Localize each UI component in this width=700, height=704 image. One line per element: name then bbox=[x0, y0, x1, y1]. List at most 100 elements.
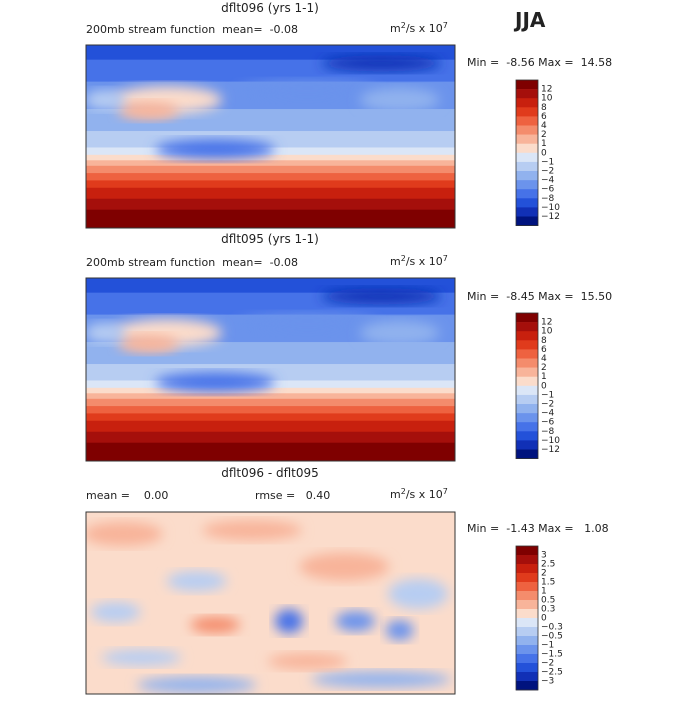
colorbar-label: −0.5 bbox=[541, 632, 563, 642]
colorbar-label: 6 bbox=[541, 345, 547, 355]
colorbar-label: 2.5 bbox=[541, 560, 555, 570]
colorbar-segment bbox=[516, 681, 538, 691]
colorbar-segment bbox=[516, 198, 538, 208]
units-part: 7 bbox=[443, 487, 448, 496]
colorbar-segment bbox=[516, 134, 538, 144]
map-band bbox=[86, 173, 455, 182]
map-band bbox=[86, 398, 455, 408]
map-feature bbox=[267, 653, 348, 670]
colorbar-segment bbox=[516, 180, 538, 190]
colorbar-segment bbox=[516, 143, 538, 154]
map-feature bbox=[359, 87, 440, 112]
units-part: 2 bbox=[401, 21, 406, 30]
map-band bbox=[86, 431, 455, 444]
map-feature bbox=[202, 520, 303, 541]
panel-title: dflt096 (yrs 1-1) bbox=[221, 1, 319, 15]
units: m2/s x 107 bbox=[390, 487, 448, 501]
colorbar-label: 12 bbox=[541, 85, 552, 95]
colorbar-segment bbox=[516, 672, 538, 682]
colorbar-label: −8 bbox=[541, 427, 555, 437]
map-feature bbox=[359, 320, 440, 345]
colorbar-segment bbox=[516, 636, 538, 646]
colorbar-segment bbox=[516, 654, 538, 664]
colorbar-label: 1 bbox=[541, 372, 547, 382]
colorbar-label: −4 bbox=[541, 409, 555, 419]
map-feature bbox=[166, 571, 227, 592]
map-band bbox=[86, 406, 455, 415]
colorbar-segment bbox=[516, 591, 538, 601]
map-feature bbox=[237, 80, 378, 101]
season: JJA bbox=[513, 8, 546, 32]
map-feature bbox=[155, 372, 276, 393]
units-part: /s x 10 bbox=[406, 488, 443, 501]
map-feature bbox=[86, 521, 163, 546]
panel-annotation: rmse = 0.40 bbox=[255, 489, 330, 502]
colorbar-segment bbox=[516, 358, 538, 368]
colorbar-segment bbox=[516, 376, 538, 387]
colorbar-label: −10 bbox=[541, 436, 560, 446]
colorbar-label: 6 bbox=[541, 112, 547, 122]
colorbar-label: 4 bbox=[541, 121, 547, 131]
colorbar-label: 10 bbox=[541, 327, 553, 337]
units-part: m bbox=[390, 255, 401, 268]
colorbar-segment bbox=[516, 404, 538, 414]
colorbar-segment bbox=[516, 161, 538, 172]
map-band bbox=[86, 180, 455, 189]
panel-title: dflt095 (yrs 1-1) bbox=[221, 232, 319, 246]
map-band bbox=[86, 165, 455, 175]
colorbar-segment bbox=[516, 152, 538, 163]
colorbar-label: −1 bbox=[541, 641, 554, 651]
colorbar-label: −1 bbox=[541, 157, 554, 167]
colorbar-segment bbox=[516, 618, 538, 628]
colorbar-segment bbox=[516, 207, 538, 217]
units-part: 2 bbox=[401, 487, 406, 496]
colorbar-segment bbox=[516, 189, 538, 199]
units-part: 7 bbox=[443, 21, 448, 30]
map-feature bbox=[321, 288, 442, 305]
units: m2/s x 107 bbox=[390, 21, 448, 35]
units: m2/s x 107 bbox=[390, 254, 448, 268]
units-part: /s x 10 bbox=[406, 255, 443, 268]
colorbar-segment bbox=[516, 413, 538, 423]
colorbar-label: 0.5 bbox=[541, 596, 555, 606]
map-feature bbox=[321, 55, 442, 72]
colorbar-label: 2 bbox=[541, 130, 547, 140]
map-feature bbox=[274, 609, 303, 634]
map-band bbox=[86, 442, 455, 461]
map-feature bbox=[118, 334, 179, 353]
colorbar-segment bbox=[516, 555, 538, 565]
colorbar-segment bbox=[516, 216, 538, 226]
map-feature bbox=[190, 616, 241, 633]
colorbar-segment bbox=[516, 394, 538, 405]
colorbar-segment bbox=[516, 564, 538, 574]
colorbar-segment bbox=[516, 645, 538, 655]
map-band bbox=[86, 342, 455, 366]
colorbar-frame bbox=[515, 79, 539, 227]
units-part: m bbox=[390, 22, 401, 35]
colorbar-segment bbox=[516, 107, 538, 117]
colorbar-segment bbox=[516, 80, 538, 90]
map-band bbox=[86, 387, 455, 395]
colorbar-segment bbox=[516, 171, 538, 181]
colorbar-segment bbox=[516, 449, 538, 459]
panel-annotation: 200mb stream function mean= -0.08 bbox=[86, 23, 298, 36]
colorbar-segment bbox=[516, 98, 538, 108]
colorbar-label: −10 bbox=[541, 203, 560, 213]
colorbar-label: 2 bbox=[541, 363, 547, 373]
map-feature bbox=[86, 322, 125, 343]
colorbar-label: −3 bbox=[541, 677, 554, 687]
colorbar-label: 4 bbox=[541, 354, 547, 364]
colorbar-segment bbox=[516, 573, 538, 583]
colorbar-label: 0 bbox=[541, 614, 547, 624]
colorbar-label: 3 bbox=[541, 551, 547, 561]
map bbox=[86, 45, 455, 228]
map-band bbox=[86, 393, 455, 400]
colorbar-segment bbox=[516, 125, 538, 135]
colorbar-label: 0 bbox=[541, 381, 547, 391]
map-feature bbox=[335, 611, 376, 632]
colorbar-label: 1 bbox=[541, 139, 547, 149]
stats: Min = -8.45 Max = 15.50 bbox=[467, 290, 612, 303]
colorbar-label: −2.5 bbox=[541, 668, 563, 678]
map-feature bbox=[136, 676, 257, 693]
colorbar-segment bbox=[516, 89, 538, 99]
